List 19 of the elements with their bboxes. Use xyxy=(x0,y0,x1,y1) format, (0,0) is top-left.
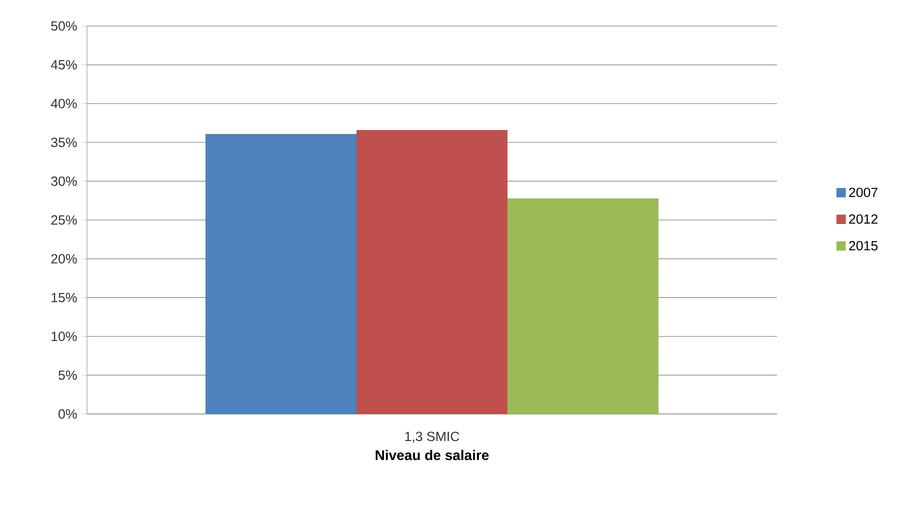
y-tick-label: 30% xyxy=(51,176,77,186)
y-tick-label: 0% xyxy=(58,409,77,419)
y-tick-label: 5% xyxy=(58,370,77,380)
y-tick-label: 50% xyxy=(51,21,77,31)
y-tick-label: 25% xyxy=(51,215,77,225)
legend-label: 2007 xyxy=(849,188,878,198)
y-tick-label: 45% xyxy=(50,60,77,70)
x-tick-label: 1,3 SMIC xyxy=(405,432,460,443)
y-tick-label: 35% xyxy=(51,138,77,148)
bar xyxy=(508,198,658,414)
legend-label: 2012 xyxy=(849,214,878,224)
y-tick-label: 10% xyxy=(52,332,77,342)
bar xyxy=(356,130,508,414)
x-axis-title: Niveau de salaire xyxy=(376,450,489,460)
y-tick-label: 20% xyxy=(51,254,77,264)
bar xyxy=(206,134,356,414)
y-tick-label: 15% xyxy=(52,292,77,302)
legend-label: 2015 xyxy=(849,240,878,250)
y-tick-label: 40% xyxy=(50,98,77,108)
